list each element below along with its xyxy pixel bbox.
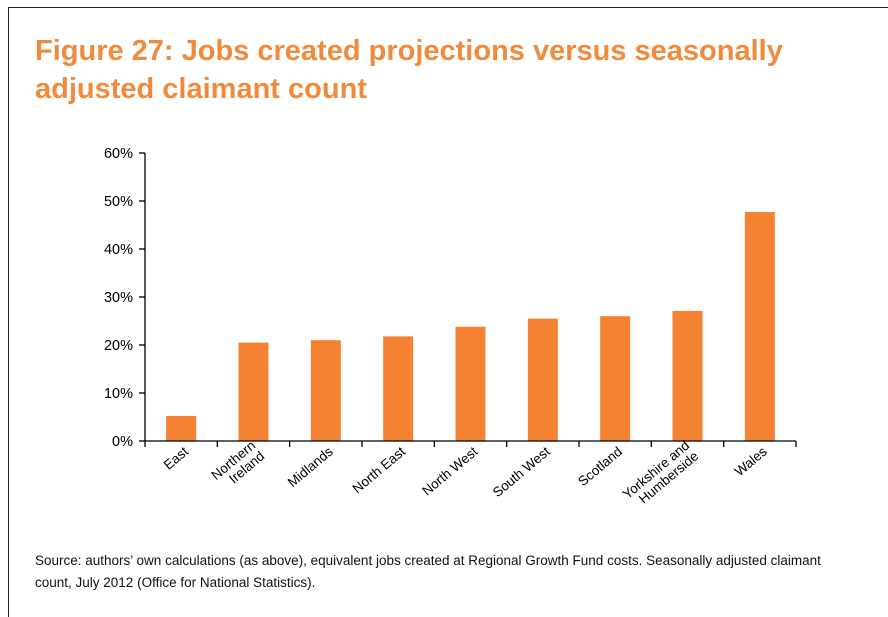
bar — [455, 326, 486, 441]
category-label: Yorkshire andHumberside — [620, 438, 702, 513]
y-tick-label: 40% — [104, 242, 133, 258]
source-note: Source: authors’ own calculations (as ab… — [35, 553, 821, 590]
category-label: Scotland — [575, 444, 625, 489]
bar — [744, 212, 775, 441]
category-label: Wales — [732, 444, 770, 479]
y-tick-label: 50% — [104, 194, 133, 210]
bar — [238, 342, 269, 441]
category-label: East — [161, 444, 192, 473]
bar — [527, 318, 558, 441]
y-tick-label: 60% — [104, 146, 133, 162]
bar — [672, 310, 703, 441]
category-label: North West — [419, 444, 480, 499]
category-label: North East — [350, 444, 409, 497]
bar — [600, 316, 631, 441]
category-label: South West — [490, 444, 553, 500]
figure-frame — [8, 7, 888, 617]
bar — [166, 416, 197, 441]
bar — [310, 340, 341, 441]
figure-title: Figure 27: Jobs created projections vers… — [35, 35, 783, 105]
y-tick-label: 30% — [104, 290, 133, 306]
y-tick-label: 0% — [112, 434, 133, 450]
y-tick-label: 10% — [104, 386, 133, 402]
category-label: Midlands — [285, 444, 336, 490]
y-tick-label: 20% — [104, 338, 133, 354]
bar — [383, 336, 414, 441]
